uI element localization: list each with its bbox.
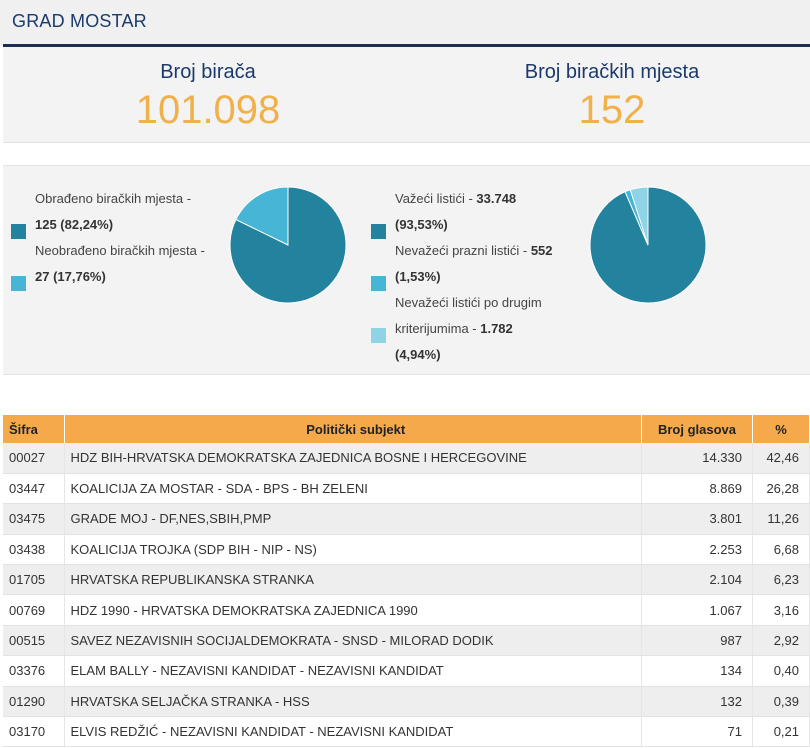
voters-label: Broj birača bbox=[160, 61, 256, 83]
table-row: 00027 HDZ BIH-HRVATSKA DEMOKRATSKA ZAJED… bbox=[3, 443, 810, 474]
row-name: HRVATSKA SELJAČKA STRANKA - HSS bbox=[64, 686, 642, 718]
row-name: ELAM BALLY - NEZAVISNI KANDIDAT - NEZAVI… bbox=[64, 655, 642, 687]
row-votes: 14.330 bbox=[641, 443, 753, 474]
legend-valid: Važeći listići - 33.748 (93,53%) bbox=[371, 186, 571, 239]
row-votes: 132 bbox=[641, 686, 753, 718]
row-code: 03438 bbox=[3, 534, 65, 566]
row-code: 00515 bbox=[3, 625, 65, 657]
other-value: 1.782 bbox=[480, 321, 513, 336]
table-row: 03438 KOALICIJA TROJKA (SDP BIH - NIP - … bbox=[3, 534, 810, 566]
blank-text: Nevažeći prazni listići - bbox=[395, 243, 531, 258]
other-text-2: kriterijumima - bbox=[395, 321, 481, 336]
legend-processed: Obrađeno biračkih mjesta - 125 (82,24%) bbox=[11, 186, 221, 239]
table-row: 01290 HRVATSKA SELJAČKA STRANKA - HSS 13… bbox=[3, 686, 810, 718]
row-votes: 2.104 bbox=[641, 564, 753, 596]
blank-value: 552 bbox=[530, 243, 553, 258]
unprocessed-text: Neobrađeno biračkih mjesta - bbox=[35, 243, 205, 258]
processed-text: Obrađeno biračkih mjesta - bbox=[35, 191, 192, 206]
row-pct: 0,40 bbox=[752, 655, 810, 687]
row-votes: 1.067 bbox=[641, 594, 753, 626]
other-pct: (4,94%) bbox=[395, 347, 441, 362]
header-votes[interactable]: Broj glasova bbox=[641, 415, 753, 443]
row-pct: 3,16 bbox=[752, 594, 810, 626]
row-votes: 134 bbox=[641, 655, 753, 687]
ballots-legend: Važeći listići - 33.748 (93,53%) Nevažeć… bbox=[371, 186, 571, 368]
page-title: GRAD MOSTAR bbox=[12, 11, 147, 31]
row-pct: 6,23 bbox=[752, 564, 810, 596]
row-votes: 8.869 bbox=[641, 473, 753, 505]
unprocessed-value: 27 (17,76%) bbox=[35, 269, 106, 284]
row-pct: 0,21 bbox=[752, 716, 810, 748]
row-name: SAVEZ NEZAVISNIH SOCIJALDEMOKRATA - SNSD… bbox=[64, 625, 642, 657]
header-pct[interactable]: % bbox=[752, 415, 810, 443]
pie-slice-unprocessed[interactable] bbox=[235, 186, 289, 246]
blank-pct: (1,53%) bbox=[395, 269, 441, 284]
row-name: HRVATSKA REPUBLIKANSKA STRANKA bbox=[64, 564, 642, 596]
table-row: 00769 HDZ 1990 - HRVATSKA DEMOKRATSKA ZA… bbox=[3, 594, 810, 626]
table-row: 03447 KOALICIJA ZA MOSTAR - SDA - BPS - … bbox=[3, 473, 810, 505]
charts-panel: Obrađeno biračkih mjesta - 125 (82,24%) … bbox=[3, 165, 810, 375]
results-table: Šifra Politički subjekt Broj glasova % 0… bbox=[3, 415, 810, 748]
header-code[interactable]: Šifra bbox=[3, 415, 65, 443]
row-pct: 42,46 bbox=[752, 443, 810, 474]
unprocessed-swatch bbox=[11, 276, 26, 291]
row-name: KOALICIJA TROJKA (SDP BIH - NIP - NS) bbox=[64, 534, 642, 566]
stations-value: 152 bbox=[578, 88, 646, 132]
row-votes: 987 bbox=[641, 625, 753, 657]
row-votes: 2.253 bbox=[641, 534, 753, 566]
header-name[interactable]: Politički subjekt bbox=[64, 415, 642, 443]
row-code: 00027 bbox=[3, 443, 65, 474]
row-pct: 0,39 bbox=[752, 686, 810, 718]
table-row: 01705 HRVATSKA REPUBLIKANSKA STRANKA 2.1… bbox=[3, 564, 810, 596]
valid-pct: (93,53%) bbox=[395, 217, 448, 232]
row-code: 01290 bbox=[3, 686, 65, 718]
row-name: KOALICIJA ZA MOSTAR - SDA - BPS - BH ZEL… bbox=[64, 473, 642, 505]
table-row: 00515 SAVEZ NEZAVISNIH SOCIJALDEMOKRATA … bbox=[3, 625, 810, 657]
row-code: 03475 bbox=[3, 503, 65, 535]
legend-other-invalid: Nevažeći listići po drugim kriterijumima… bbox=[371, 290, 571, 368]
page-header: GRAD MOSTAR bbox=[0, 0, 810, 46]
row-code: 01705 bbox=[3, 564, 65, 596]
row-name: HDZ 1990 - HRVATSKA DEMOKRATSKA ZAJEDNIC… bbox=[64, 594, 642, 626]
valid-swatch bbox=[371, 224, 386, 239]
voters-stat: Broj birača 101.098 bbox=[48, 61, 368, 133]
row-name: ELVIS REDŽIĆ - NEZAVISNI KANDIDAT - NEZA… bbox=[64, 716, 642, 748]
table-header-row: Šifra Politički subjekt Broj glasova % bbox=[3, 415, 810, 443]
table-row: 03475 GRADE MOJ - DF,NES,SBIH,PMP 3.801 … bbox=[3, 503, 810, 535]
stations-label: Broj biračkih mjesta bbox=[524, 61, 700, 83]
ballots-pie-chart bbox=[589, 186, 707, 304]
blank-swatch bbox=[371, 276, 386, 291]
row-name: HDZ BIH-HRVATSKA DEMOKRATSKA ZAJEDNICA B… bbox=[64, 443, 642, 474]
processed-swatch bbox=[11, 224, 26, 239]
stats-panel: Broj birača 101.098 Broj biračkih mjesta… bbox=[3, 47, 810, 143]
row-pct: 26,28 bbox=[752, 473, 810, 505]
row-name: GRADE MOJ - DF,NES,SBIH,PMP bbox=[64, 503, 642, 535]
processed-value: 125 (82,24%) bbox=[35, 217, 114, 232]
row-code: 03447 bbox=[3, 473, 65, 505]
table-row: 03170 ELVIS REDŽIĆ - NEZAVISNI KANDIDAT … bbox=[3, 716, 810, 748]
pie-slice-other-invalid[interactable] bbox=[629, 186, 649, 246]
legend-unprocessed: Neobrađeno biračkih mjesta - 27 (17,76%) bbox=[11, 238, 221, 291]
row-code: 00769 bbox=[3, 594, 65, 626]
row-votes: 71 bbox=[641, 716, 753, 748]
row-pct: 11,26 bbox=[752, 503, 810, 535]
other-text-1: Nevažeći listići po drugim bbox=[395, 295, 542, 310]
row-code: 03170 bbox=[3, 716, 65, 748]
valid-value: 33.748 bbox=[476, 191, 517, 206]
valid-text: Važeći listići - bbox=[395, 191, 477, 206]
table-row: 03376 ELAM BALLY - NEZAVISNI KANDIDAT - … bbox=[3, 655, 810, 687]
row-pct: 6,68 bbox=[752, 534, 810, 566]
header-divider bbox=[3, 44, 810, 47]
processing-legend: Obrađeno biračkih mjesta - 125 (82,24%) … bbox=[11, 186, 221, 291]
processing-pie-chart bbox=[229, 186, 347, 304]
legend-blank: Nevažeći prazni listići - 552 (1,53%) bbox=[371, 238, 571, 291]
voters-value: 101.098 bbox=[135, 88, 281, 132]
row-pct: 2,92 bbox=[752, 625, 810, 657]
row-code: 03376 bbox=[3, 655, 65, 687]
row-votes: 3.801 bbox=[641, 503, 753, 535]
stations-stat: Broj biračkih mjesta 152 bbox=[452, 61, 772, 133]
other-swatch bbox=[371, 328, 386, 343]
